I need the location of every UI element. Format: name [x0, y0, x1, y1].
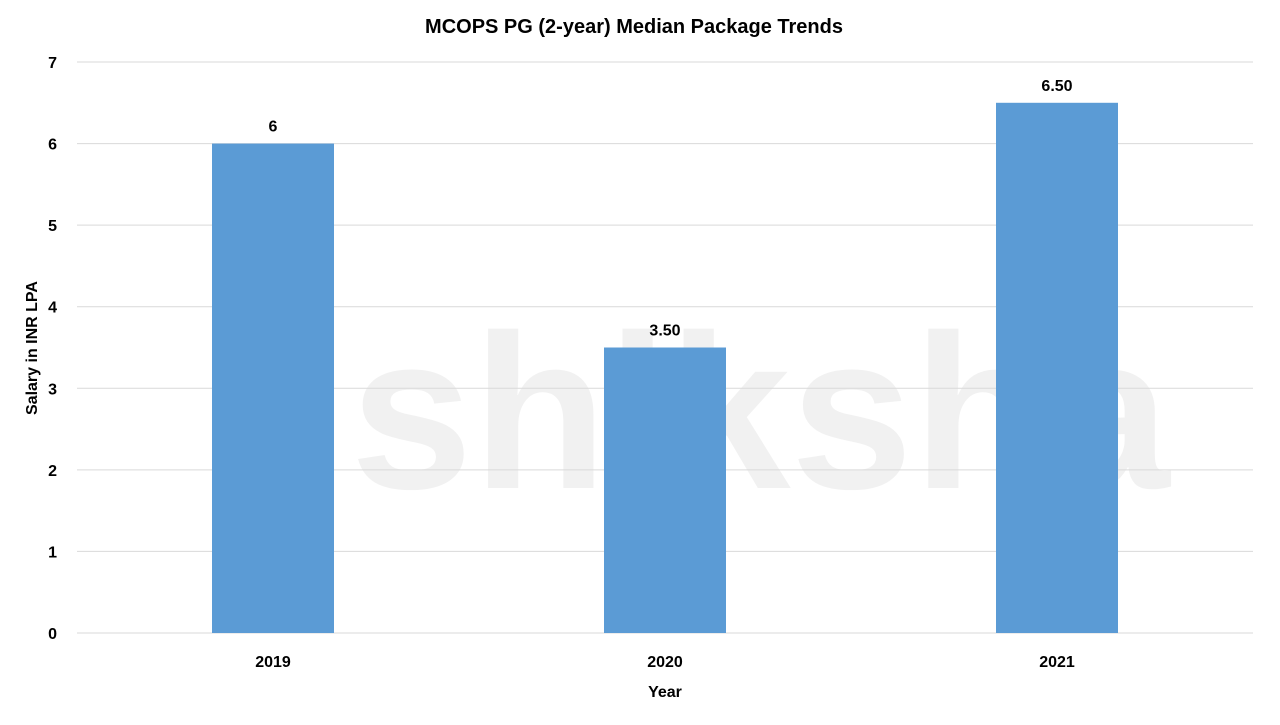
x-tick-label: 2020	[647, 654, 683, 671]
bar-2019	[212, 143, 334, 634]
y-axis-label: Salary in INR LPA	[24, 281, 41, 415]
x-tick-label: 2021	[1039, 654, 1075, 671]
x-axis-label: Year	[648, 684, 682, 701]
data-label: 6.50	[1041, 78, 1072, 95]
y-tick-label: 7	[48, 55, 57, 72]
y-tick-label: 0	[48, 626, 57, 643]
y-tick-label: 3	[48, 381, 57, 398]
y-tick-label: 6	[48, 137, 57, 154]
data-label: 3.50	[649, 323, 680, 340]
y-tick-label: 5	[48, 218, 57, 235]
bar-2020	[604, 347, 726, 633]
data-label: 6	[269, 119, 278, 136]
chart-title: MCOPS PG (2-year) Median Package Trends	[425, 16, 843, 38]
y-tick-label: 2	[48, 463, 57, 480]
y-tick-label: 1	[48, 544, 57, 561]
x-tick-label: 2019	[255, 654, 291, 671]
y-tick-label: 4	[48, 300, 57, 317]
bar-2021	[996, 102, 1118, 634]
